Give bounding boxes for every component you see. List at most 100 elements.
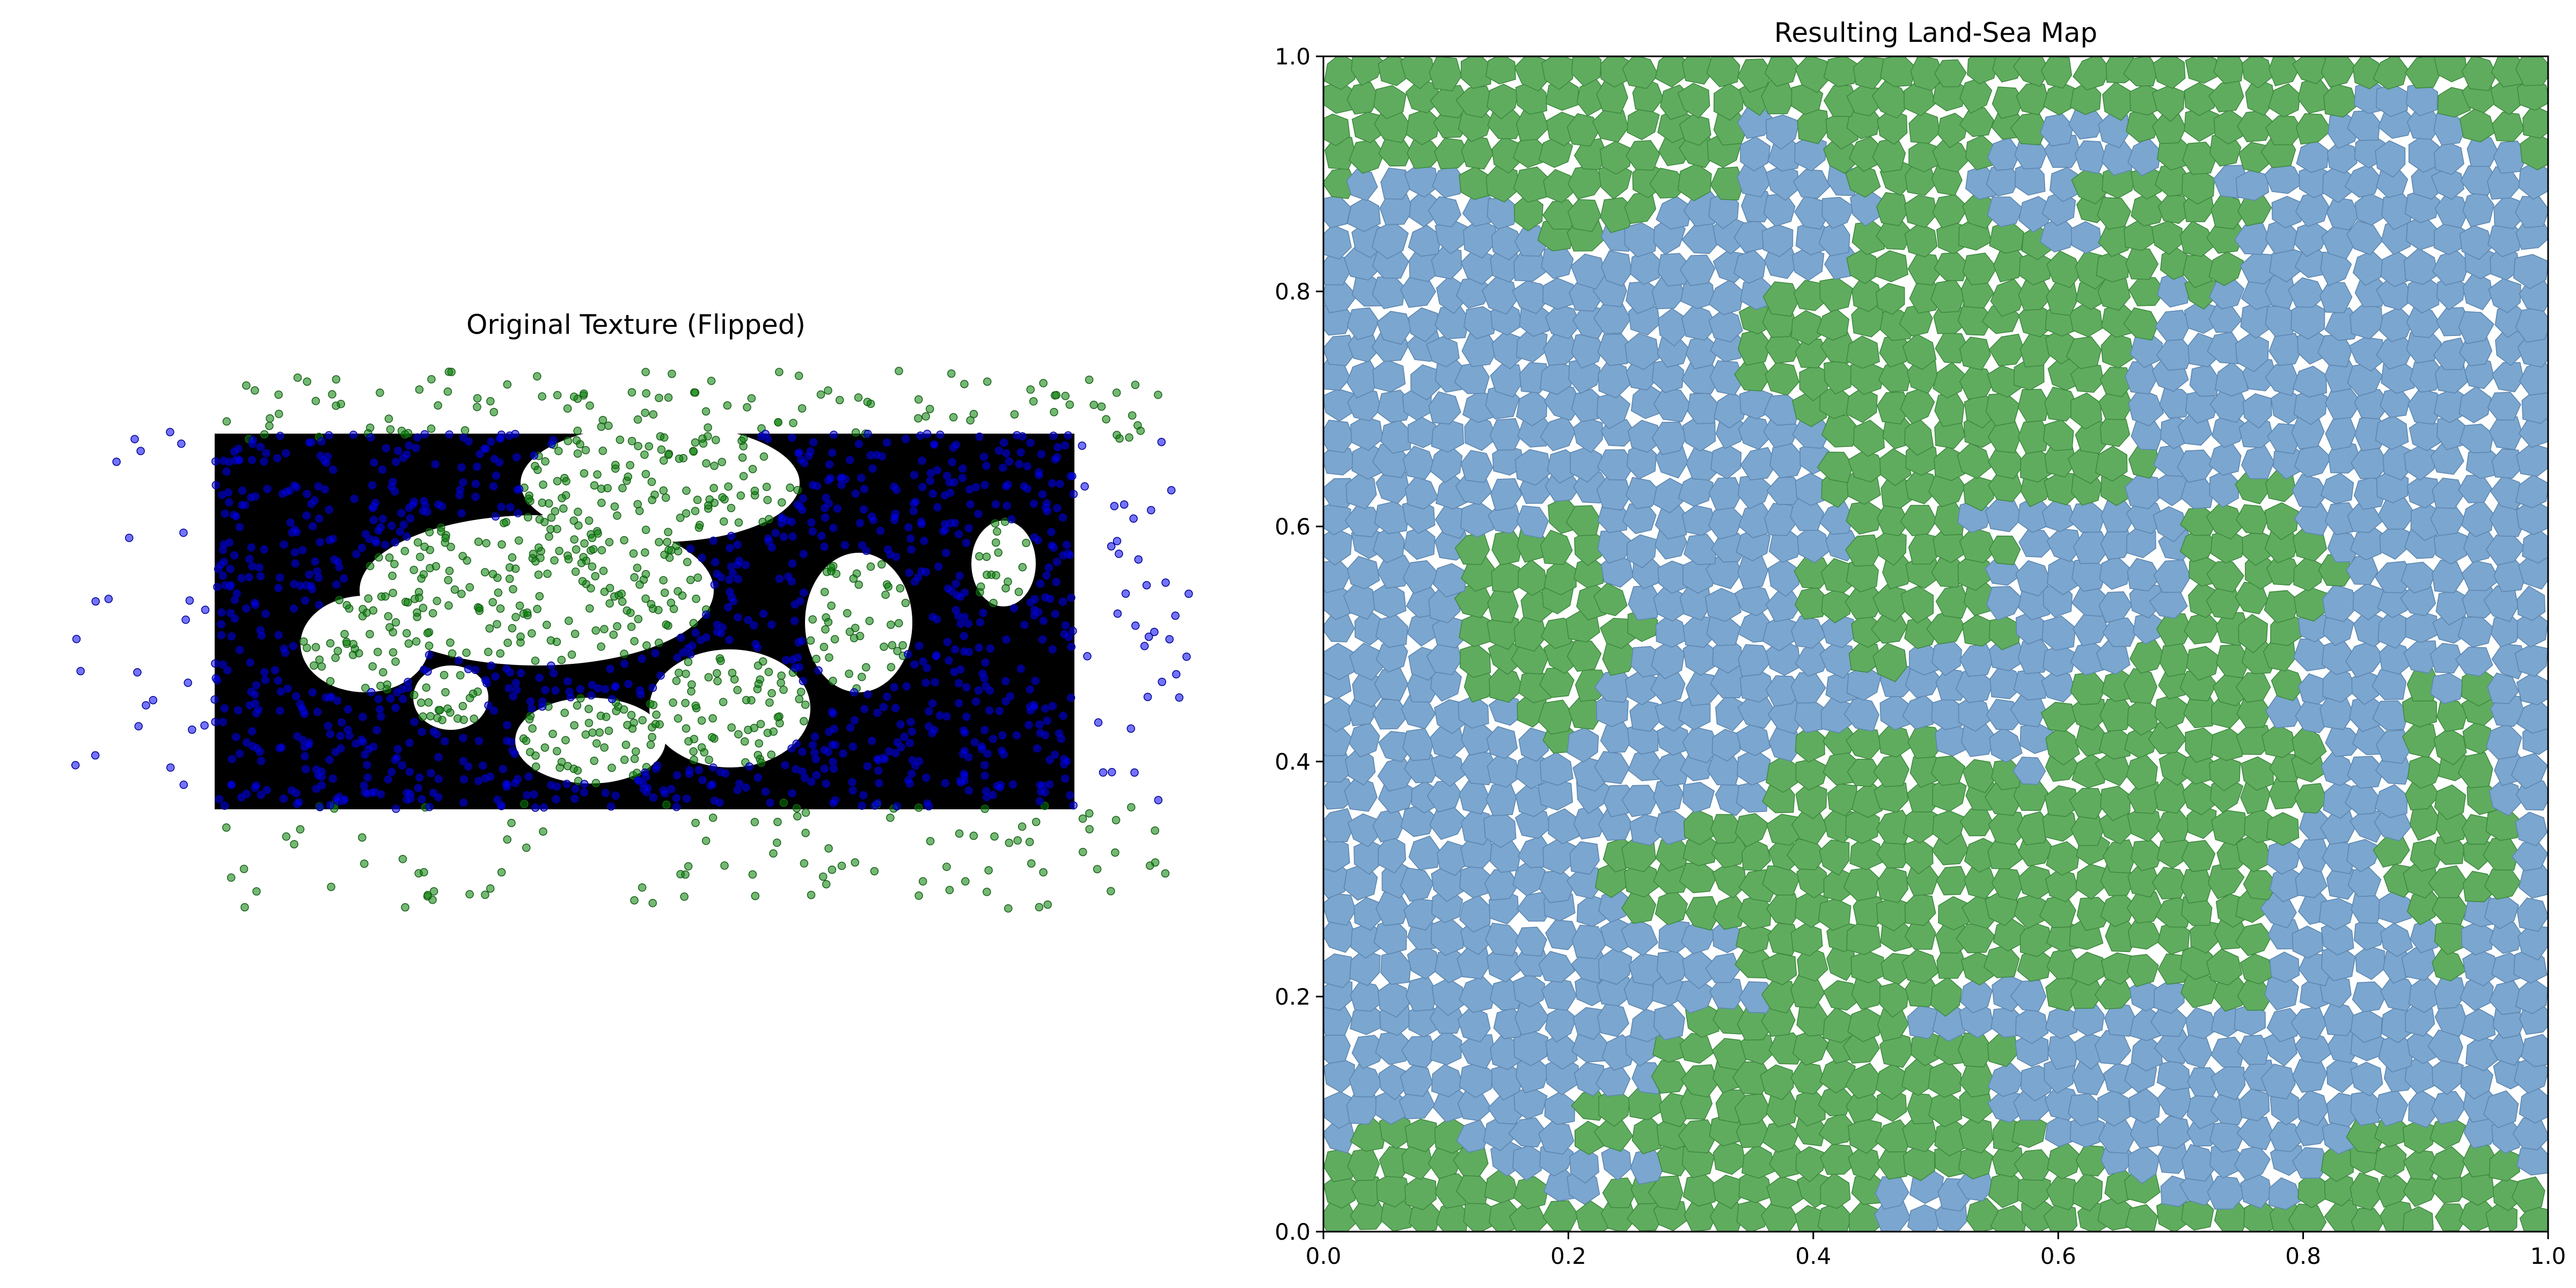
blue-point [744,616,752,624]
land-cell [2321,56,2357,88]
land-cell [2044,785,2080,817]
blue-point [837,480,846,489]
green-point [949,413,958,422]
blue-point [970,738,979,747]
blue-point [339,574,348,583]
land-cell [1794,556,1833,589]
land-cell [1460,56,1492,89]
green-point [702,459,711,468]
blue-point [1030,702,1038,711]
blue-point [781,760,789,770]
blue-point [393,447,402,455]
land-cell [1930,976,1962,1017]
green-point [511,613,520,621]
land-cell [2046,282,2079,316]
blue-point [254,705,263,714]
blue-point [511,679,521,687]
land-cell [1790,923,1823,957]
sea-cell [2157,1115,2192,1150]
blue-point [829,430,838,439]
land-cell [1683,808,1716,846]
green-point [657,445,666,454]
green-point [586,401,594,410]
blue-point [1060,630,1069,639]
green-point [819,642,829,652]
sea-cell [1400,867,1434,902]
blue-point [857,473,866,482]
blue-point [1068,472,1077,481]
sea-cell [2401,561,2436,594]
green-point [584,719,594,727]
sea-cell [1460,248,1496,285]
land-cell [2235,672,2271,703]
green-point [222,823,231,832]
green-point [1001,584,1010,592]
blue-point [977,742,986,751]
green-point [700,748,708,757]
sea-cell [2515,196,2548,229]
green-point [509,585,517,594]
blue-point [280,540,288,549]
land-cell [2179,220,2216,257]
blue-point [807,778,816,786]
blue-point [652,764,661,773]
green-point [541,457,550,466]
sea-cell [1323,279,1358,313]
blue-point [487,661,496,670]
blue-point [975,433,984,441]
blue-point [608,694,617,704]
green-point [1013,836,1022,845]
blue-point [588,680,596,689]
green-point [553,391,562,400]
green-point [837,861,846,870]
sea-cell [2238,1088,2270,1122]
blue-point [332,580,341,589]
green-point [500,518,508,528]
blue-point [547,440,556,449]
blue-point [910,471,919,479]
green-point [342,601,352,610]
green-point [581,730,590,739]
blue-point [1050,750,1059,759]
sea-cell [1375,614,1409,648]
blue-point [392,804,400,813]
green-point [538,499,547,507]
green-point [773,713,782,722]
green-point [689,747,698,756]
blue-point [274,583,283,592]
blue-point [549,669,558,678]
blue-point [298,546,307,554]
blue-point [287,786,296,795]
sea-cell [2406,305,2442,338]
blue-point [1094,718,1103,727]
blue-point [797,456,806,464]
blue-point [425,802,434,811]
blue-point [868,464,877,473]
green-point [800,859,809,868]
blue-point [457,509,466,518]
green-point [739,472,748,481]
land-cell [1764,56,1798,87]
blue-point [742,783,750,792]
green-point [708,714,717,723]
green-point [769,727,778,736]
blue-point [1161,578,1170,587]
green-point [547,513,556,522]
sea-cell [2099,555,2130,590]
blue-point [820,764,829,773]
blue-point [908,727,917,736]
land-cell [2373,56,2408,90]
blue-point [414,784,423,793]
land-cell [1624,191,1657,224]
blue-point [745,762,754,771]
green-point [713,677,722,685]
land-cell [2185,727,2219,763]
green-point [835,396,844,405]
blue-point [1044,563,1053,572]
green-point [450,585,459,594]
green-point [697,716,706,725]
blue-point [788,789,796,797]
blue-point [405,503,414,513]
land-cell [2491,112,2524,142]
sea-cell [2098,591,2133,624]
